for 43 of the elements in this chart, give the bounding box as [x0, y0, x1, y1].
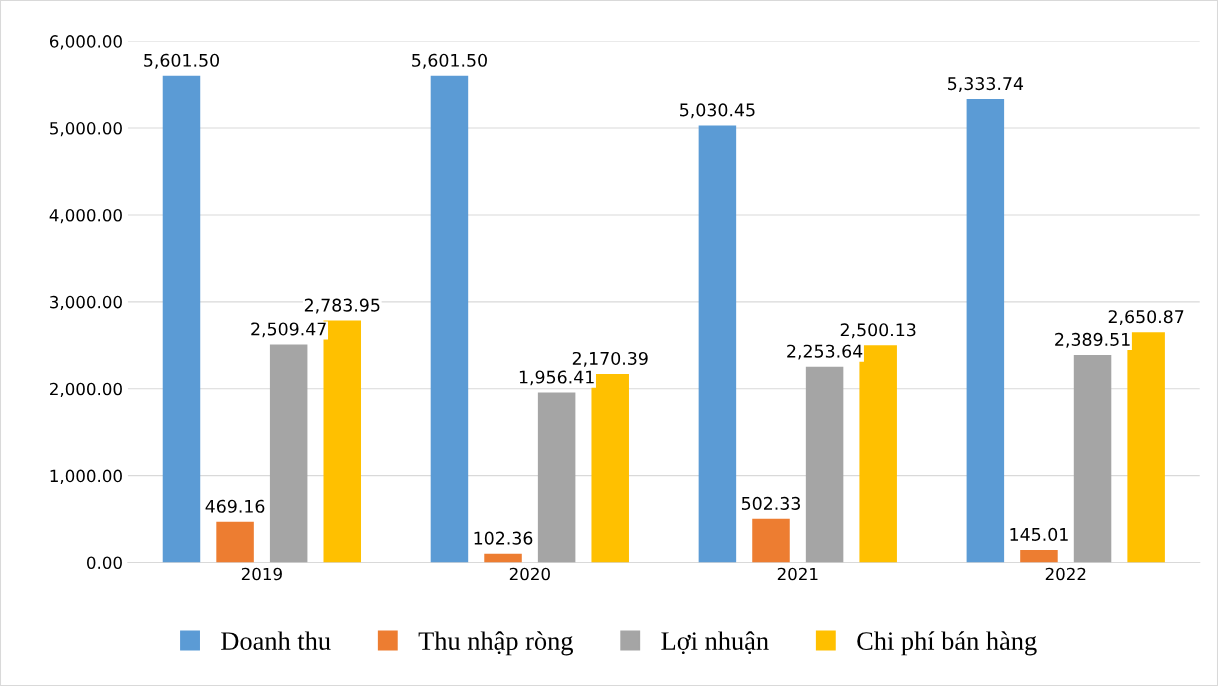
bar: [966, 99, 1005, 563]
data-label: 2,650.87: [1108, 310, 1184, 326]
data-label: 5,601.50: [144, 53, 219, 69]
legend-label: Lợi nhuận: [661, 631, 769, 655]
bar: [269, 344, 308, 563]
bar: [484, 553, 522, 563]
y-tick-label: 4,000.00: [49, 208, 122, 224]
data-label: 5,030.45: [680, 103, 755, 119]
bar: [805, 366, 844, 563]
y-tick-label: 5,000.00: [50, 122, 122, 137]
bar: [537, 392, 576, 563]
y-tick-label: 1,000.00: [50, 469, 122, 484]
x-tick-label: 2019: [241, 567, 282, 581]
y-tick-label: 6,000.00: [49, 35, 122, 50]
bar: [216, 521, 254, 563]
y-tick-label: 0.00: [87, 556, 122, 570]
legend-label: Thu nhập ròng: [418, 631, 573, 656]
y-tick-label: 3,000.00: [50, 295, 122, 311]
data-label: 102.36: [474, 531, 533, 545]
data-label: 2,389.51: [1055, 332, 1130, 348]
bar: [1020, 549, 1058, 563]
x-tick-label: 2022: [1045, 567, 1086, 581]
y-tick-label: 2,000.00: [50, 382, 122, 397]
data-label: 145.01: [1010, 527, 1068, 541]
bar: [698, 125, 737, 563]
data-label: 5,601.50: [412, 53, 487, 69]
data-label: 469.16: [205, 499, 265, 513]
x-tick-label: 2021: [777, 567, 818, 581]
data-label: 2,170.39: [572, 351, 648, 367]
bar: [162, 75, 201, 563]
x-tick-label: 2020: [509, 567, 550, 581]
data-label: 2,500.13: [840, 323, 916, 339]
data-label: 1,956.41: [519, 370, 594, 386]
data-label: 5,333.74: [948, 77, 1024, 92]
data-label: 2,253.64: [787, 344, 863, 360]
bar: [430, 75, 469, 563]
data-label: 2,783.95: [304, 298, 380, 314]
data-label: 502.33: [741, 496, 800, 510]
bar: [1073, 354, 1112, 563]
bar: [752, 518, 790, 563]
legend-label: Chi phí bán hàng: [857, 631, 1037, 656]
data-label: 2,509.47: [251, 322, 326, 338]
legend-label: Doanh thu: [221, 631, 331, 650]
